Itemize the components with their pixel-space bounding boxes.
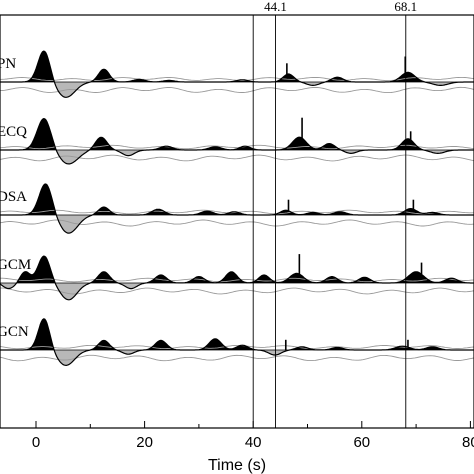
- station-trace-pn: PN: [0, 50, 474, 98]
- station-trace-ecq: ECQ: [0, 117, 474, 165]
- plot-border: [0, 14, 474, 429]
- x-tick-label: 60: [353, 434, 370, 451]
- marker-lines: 44.1 68.1: [252, 0, 417, 428]
- station-label: ECQ: [0, 124, 27, 140]
- marker-label: 44.1: [264, 0, 287, 14]
- waveform: [0, 50, 474, 98]
- station-label: PN: [0, 56, 16, 72]
- traces-layer: PN ECQ DSA GCM GCN: [0, 50, 474, 367]
- x-axis-label: Time (s): [208, 457, 266, 474]
- station-trace-gcm: GCM: [0, 254, 474, 301]
- positive-lobes: [0, 184, 474, 215]
- negative-lobes: [0, 215, 474, 234]
- envelope-upper: [0, 344, 474, 350]
- x-tick-label: 20: [136, 434, 153, 451]
- x-tick-label: 40: [245, 434, 262, 451]
- positive-lobes: [0, 118, 474, 150]
- station-label: DSA: [0, 189, 27, 205]
- plot-frame: [0, 14, 474, 429]
- x-axis: 0 20 40 60 80: [32, 421, 474, 451]
- envelope-upper: [0, 144, 474, 150]
- envelope-lower: [0, 354, 474, 362]
- envelope-lower: [0, 154, 474, 162]
- x-tick-label: 80: [462, 434, 474, 451]
- waveform: [0, 117, 474, 165]
- envelope-lower: [0, 86, 474, 94]
- waveform: [0, 318, 474, 367]
- station-trace-dsa: DSA: [0, 183, 474, 234]
- station-trace-gcn: GCN: [0, 318, 474, 367]
- station-label: GCM: [0, 257, 31, 273]
- marker-label: 68.1: [394, 0, 417, 14]
- positive-lobes: [0, 256, 474, 283]
- x-tick-label: 0: [32, 434, 40, 451]
- waveform: [0, 183, 474, 234]
- envelope-upper: [0, 277, 474, 283]
- envelope-lower: [0, 219, 474, 227]
- positive-lobes: [0, 51, 474, 82]
- station-label: GCN: [0, 324, 29, 340]
- waveform: [0, 255, 474, 301]
